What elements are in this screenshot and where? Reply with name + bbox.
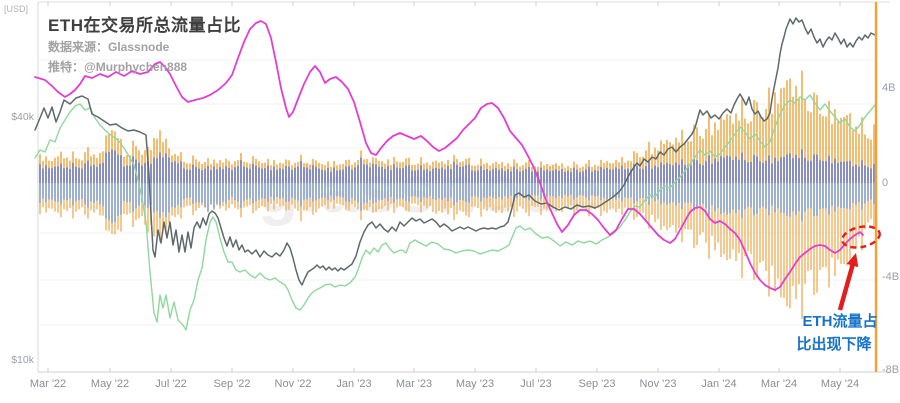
highlight-ellipse [841,225,881,249]
left-axis-unit-label: [USD] [4,4,29,14]
left-axis-tick: $40k [11,111,34,123]
blue-flow-bars [39,149,875,224]
x-axis-tick: May '22 [90,378,130,390]
x-axis-tick: Mar '22 [29,378,67,390]
x-axis-tick: Nov '23 [639,378,677,390]
x-axis-tick: Nov '22 [274,378,312,390]
right-axis-tick: 4B [882,82,896,94]
x-axis-tick: Jan '24 [701,378,737,390]
data-source-line: 数据来源：Glassnode [48,40,170,54]
annotation-text-line2: 比出现下降 [796,336,872,353]
x-axis-tick: Mar '23 [395,378,433,390]
right-axis-tick: -4B [882,271,900,283]
x-axis-tick: Jan '23 [336,378,372,390]
x-axis-tick: Jul '23 [520,378,552,390]
x-axis-tick: Mar '24 [760,378,798,390]
annotation-text-line1: ETH流量占 [802,313,878,330]
x-axis-tick: Sep '22 [213,378,251,390]
right-axis-tick: 0 [882,177,889,189]
left-axis-tick: $10k [11,354,34,366]
x-axis-tick: Jul '22 [155,378,187,390]
right-axis-tick: -8B [882,364,900,376]
dark-price-line [34,17,876,286]
annotation-arrow-head [846,253,859,268]
page-title: ETH在交易所总流量占比 [48,16,241,35]
x-axis-tick: May '24 [820,378,860,390]
green-line [34,94,876,331]
magenta-flow-share-line [34,20,864,291]
annotation-arrow-shaft [837,260,857,311]
x-axis-tick: Sep '23 [578,378,616,390]
twitter-handle-line: 推特：@Murphychen888 [48,60,188,74]
x-axis-tick: May '23 [455,378,495,390]
